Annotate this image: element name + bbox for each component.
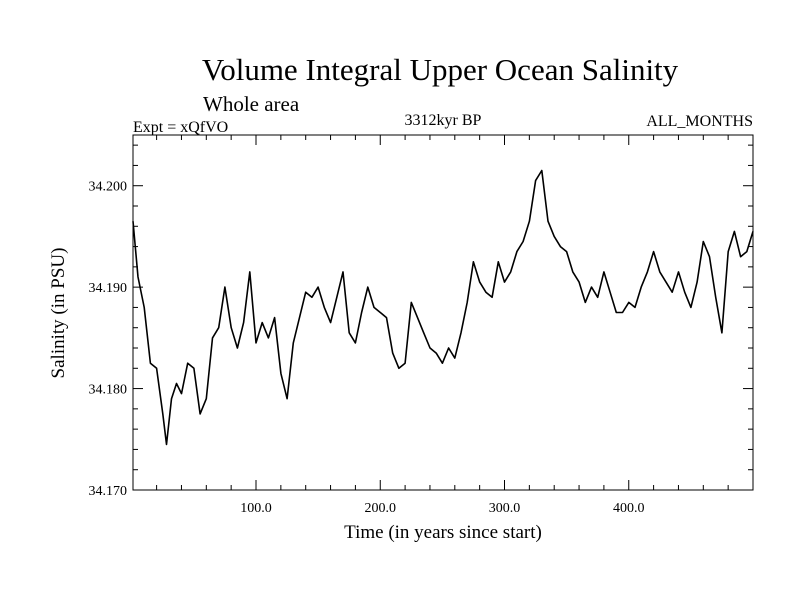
- chart-title: Volume Integral Upper Ocean Salinity: [202, 52, 679, 87]
- y-tick-label: 34.200: [89, 180, 128, 195]
- y-axis-label: Salinity (in PSU): [48, 248, 69, 379]
- salinity-line: [132, 169, 754, 446]
- x-axis-label: Time (in years since start): [344, 522, 542, 543]
- experiment-label: Expt = xQfVO: [133, 119, 228, 136]
- x-tick-label: 100.0: [240, 501, 272, 516]
- y-tick-label: 34.170: [89, 484, 128, 499]
- x-tick-label: 400.0: [613, 501, 645, 516]
- chart-subtitle: Whole area: [203, 92, 300, 116]
- y-tick-label: 34.190: [89, 281, 128, 296]
- x-tick-label: 200.0: [365, 501, 397, 516]
- y-tick-label: 34.180: [89, 383, 128, 398]
- plot-frame: [132, 134, 754, 491]
- axes: 100.0 200.0 300.0 400.0 34.170 34.180 34.190 34…: [89, 134, 754, 516]
- x-tick-label: 300.0: [489, 501, 521, 516]
- months-label: ALL_MONTHS: [646, 113, 753, 130]
- period-label: 3312kyr BP: [405, 112, 482, 129]
- data-series: [132, 169, 754, 446]
